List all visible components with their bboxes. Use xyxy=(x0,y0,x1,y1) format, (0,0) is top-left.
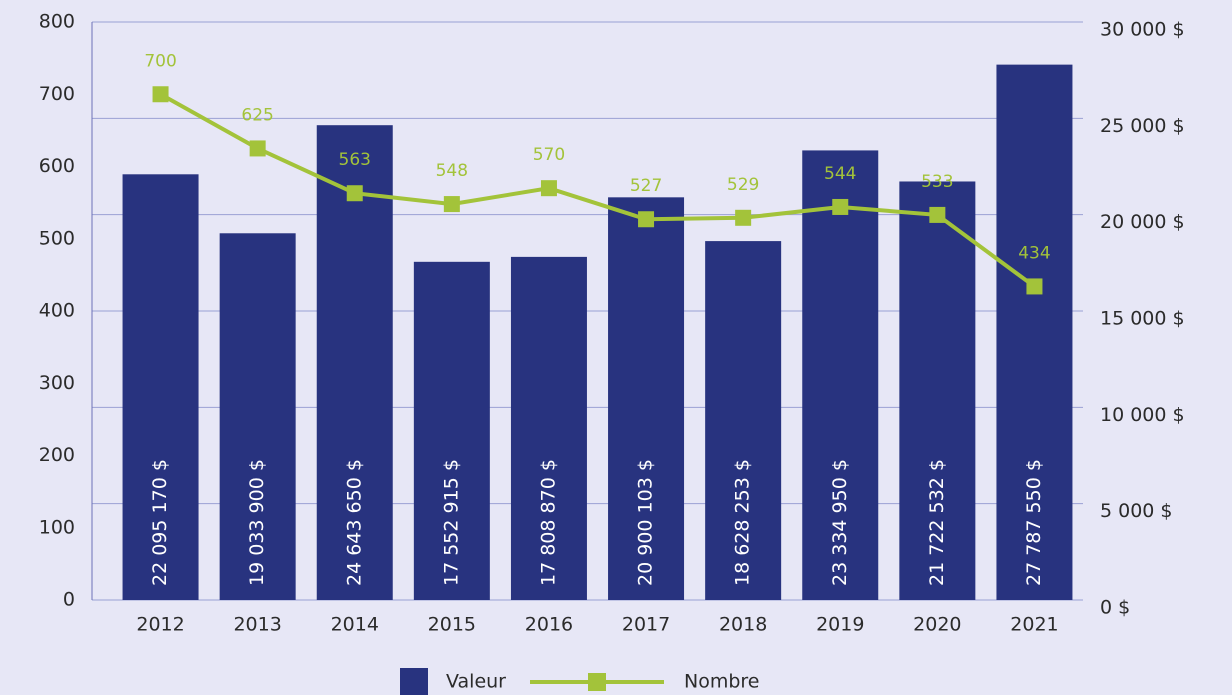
y-tick-label: 0 xyxy=(63,589,75,611)
y2-tick-label: 20 000 $ xyxy=(1100,211,1185,233)
bar xyxy=(899,181,976,600)
line-value-label: 527 xyxy=(630,176,662,196)
x-tick-label: 2012 xyxy=(136,614,184,636)
legend-marker xyxy=(588,673,606,691)
bar-value-label: 24 643 650 $ xyxy=(343,459,365,586)
y-tick-label: 300 xyxy=(39,372,75,394)
y2-tick-label: 30 000 $ xyxy=(1100,19,1185,41)
y2-tick-label: 25 000 $ xyxy=(1100,115,1185,137)
y2-tick-label: 15 000 $ xyxy=(1100,308,1185,330)
bar xyxy=(316,125,393,601)
bar xyxy=(705,241,782,601)
y-tick-label: 400 xyxy=(39,300,75,322)
bar-value-label: 21 722 532 $ xyxy=(926,459,948,586)
y-tick-label: 500 xyxy=(39,227,75,249)
legend-swatch xyxy=(400,668,428,695)
legend-label: Nombre xyxy=(684,671,760,693)
line xyxy=(159,92,1036,289)
y-tick-label: 800 xyxy=(39,11,75,33)
line-marker xyxy=(1026,278,1043,295)
line-value-label: 548 xyxy=(436,161,468,181)
line-marker xyxy=(443,196,460,213)
x-tick-label: 2019 xyxy=(816,614,864,636)
bar xyxy=(996,64,1073,601)
x-tick-label: 2013 xyxy=(233,614,281,636)
line-marker xyxy=(638,211,655,228)
line-marker xyxy=(735,209,752,226)
line-value-label: 544 xyxy=(824,164,856,184)
line-marker xyxy=(152,86,169,103)
bar-value-label: 17 552 915 $ xyxy=(440,459,462,586)
x-tick-label: 2021 xyxy=(1010,614,1058,636)
line-marker xyxy=(540,180,557,197)
y-tick-label: 200 xyxy=(39,444,75,466)
bar-value-label: 17 808 870 $ xyxy=(537,459,559,586)
x-tick-label: 2016 xyxy=(525,614,573,636)
x-tick-label: 2020 xyxy=(913,614,961,636)
bar xyxy=(510,256,587,600)
y2-tick-label: 0 $ xyxy=(1100,597,1130,619)
legend-label: Valeur xyxy=(446,671,506,693)
x-tick-label: 2017 xyxy=(622,614,670,636)
bar xyxy=(608,197,685,600)
line-value-label: 434 xyxy=(1018,243,1050,263)
bar-value-label: 23 334 950 $ xyxy=(829,459,851,586)
line-value-label: 563 xyxy=(339,150,371,170)
y-tick-label: 700 xyxy=(39,83,75,105)
line-marker xyxy=(929,206,946,223)
line-value-label: 625 xyxy=(241,105,273,125)
x-tick-label: 2014 xyxy=(331,614,379,636)
bar-value-label: 19 033 900 $ xyxy=(246,459,268,586)
y2-tick-label: 10 000 $ xyxy=(1100,404,1185,426)
x-tick-label: 2018 xyxy=(719,614,767,636)
bar-value-label: 18 628 253 $ xyxy=(732,459,754,586)
line-value-label: 570 xyxy=(533,145,565,165)
bar-value-label: 20 900 103 $ xyxy=(635,459,657,586)
bar xyxy=(122,174,199,600)
bar xyxy=(413,261,490,600)
line-marker xyxy=(346,185,363,202)
y-tick-label: 100 xyxy=(39,516,75,538)
bar-value-label: 27 787 550 $ xyxy=(1023,459,1045,586)
x-tick-label: 2015 xyxy=(428,614,476,636)
line-value-label: 700 xyxy=(144,51,176,71)
line-marker xyxy=(249,140,266,157)
line-marker xyxy=(832,198,849,215)
line-value-label: 533 xyxy=(921,172,953,192)
y-tick-label: 600 xyxy=(39,155,75,177)
bar-value-label: 22 095 170 $ xyxy=(149,459,171,586)
bar xyxy=(802,150,879,600)
y2-tick-label: 5 000 $ xyxy=(1100,500,1173,522)
line-value-label: 529 xyxy=(727,175,759,195)
bar xyxy=(219,233,296,600)
